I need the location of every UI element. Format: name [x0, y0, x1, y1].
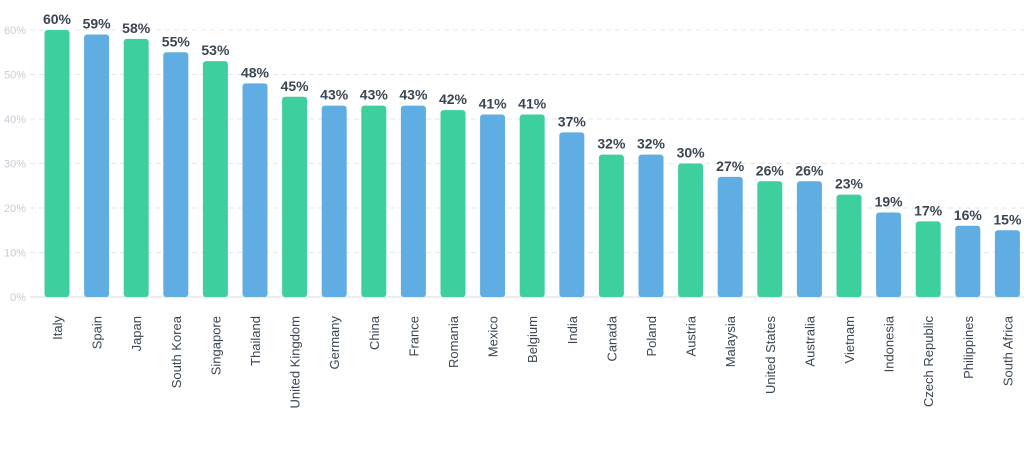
bars [44, 30, 1020, 298]
bar-malaysia [717, 176, 743, 297]
value-label-mexico: 41% [479, 96, 508, 112]
value-label-australia: 26% [795, 162, 824, 178]
value-label-austria: 30% [677, 145, 706, 161]
category-label-france: France [406, 316, 421, 356]
category-label-mexico: Mexico [486, 316, 501, 357]
category-label-indonesia: Indonesia [882, 315, 897, 372]
category-label-australia: Australia [802, 315, 817, 366]
bar-south-korea [163, 52, 189, 297]
value-label-poland: 32% [637, 136, 666, 152]
y-tick-label: 50% [4, 70, 26, 82]
y-tick-label: 0% [10, 292, 26, 304]
category-label-poland: Poland [644, 316, 659, 356]
bar-mexico [480, 114, 506, 297]
bar-thailand [242, 83, 268, 298]
category-label-south-africa: South Africa [1000, 315, 1015, 386]
value-label-romania: 42% [439, 91, 468, 107]
bar-canada [598, 154, 624, 297]
bar-japan [123, 38, 149, 298]
bar-austria [678, 163, 704, 297]
category-label-south-korea: South Korea [169, 315, 184, 388]
value-label-india: 37% [558, 113, 587, 129]
bar-italy [44, 30, 70, 297]
category-label-vietnam: Vietnam [842, 316, 857, 363]
x-axis: Italy Spain Japan South Korea Singapore Thail… [50, 315, 1015, 408]
category-label-singapore: Singapore [208, 316, 223, 375]
y-tick-label: 60% [4, 25, 26, 37]
category-label-czech-republic: Czech Republic [921, 316, 936, 408]
category-label-united-states: United States [763, 316, 778, 395]
value-label-vietnam: 23% [835, 176, 864, 192]
category-label-belgium: Belgium [525, 316, 540, 363]
category-label-spain: Spain [90, 316, 105, 349]
value-label-japan: 58% [122, 20, 151, 36]
value-labels: 60% 59% 58% 55% 53% 48% 45% 43% 43% 43% 42% 41% 41% 3… [43, 11, 1022, 227]
y-tick-label: 10% [4, 248, 26, 260]
bar-romania [440, 110, 466, 297]
value-label-malaysia: 27% [716, 158, 745, 174]
value-label-south-korea: 55% [162, 33, 191, 49]
value-label-belgium: 41% [518, 96, 547, 112]
category-label-philippines: Philippines [961, 316, 976, 379]
value-label-south-africa: 15% [993, 211, 1022, 227]
bar-germany [321, 105, 347, 298]
value-label-france: 43% [399, 87, 428, 103]
bar-united-kingdom [282, 96, 308, 297]
category-label-romania: Romania [446, 315, 461, 368]
category-label-thailand: Thailand [248, 316, 263, 366]
category-label-japan: Japan [129, 316, 144, 351]
value-label-china: 43% [360, 87, 389, 103]
value-label-philippines: 16% [954, 207, 983, 223]
category-label-italy: Italy [50, 316, 65, 340]
category-label-germany: Germany [327, 316, 342, 370]
bar-singapore [202, 61, 228, 298]
value-label-united-states: 26% [756, 162, 785, 178]
value-label-czech-republic: 17% [914, 202, 943, 218]
category-label-malaysia: Malaysia [723, 315, 738, 367]
category-label-austria: Austria [684, 315, 699, 356]
bar-india [559, 132, 585, 297]
bar-spain [84, 34, 110, 297]
y-tick-label: 40% [4, 114, 26, 126]
bar-australia [796, 181, 822, 297]
value-label-united-kingdom: 45% [281, 78, 310, 94]
value-label-singapore: 53% [201, 42, 230, 58]
bar-indonesia [876, 212, 902, 297]
category-label-canada: Canada [604, 315, 619, 361]
value-label-thailand: 48% [241, 64, 270, 80]
value-label-germany: 43% [320, 87, 349, 103]
value-label-spain: 59% [83, 15, 112, 31]
value-label-indonesia: 19% [875, 193, 904, 209]
bar-france [400, 105, 426, 298]
y-axis: 0% 10% 20% 30% 40% 50% 60% [4, 25, 26, 304]
y-tick-label: 20% [4, 203, 26, 215]
bar-united-states [757, 181, 783, 297]
value-label-canada: 32% [597, 136, 626, 152]
category-label-china: China [367, 315, 382, 350]
bar-belgium [519, 114, 545, 297]
bar-china [361, 105, 387, 298]
bar-philippines [955, 225, 981, 297]
value-label-italy: 60% [43, 11, 72, 27]
bar-south-africa [994, 230, 1020, 297]
category-label-united-kingdom: United Kingdom [288, 316, 303, 409]
bar-czech-republic [915, 221, 941, 297]
bar-vietnam [836, 194, 862, 297]
category-label-india: India [565, 315, 580, 344]
y-tick-label: 30% [4, 159, 26, 171]
bar-poland [638, 154, 664, 297]
